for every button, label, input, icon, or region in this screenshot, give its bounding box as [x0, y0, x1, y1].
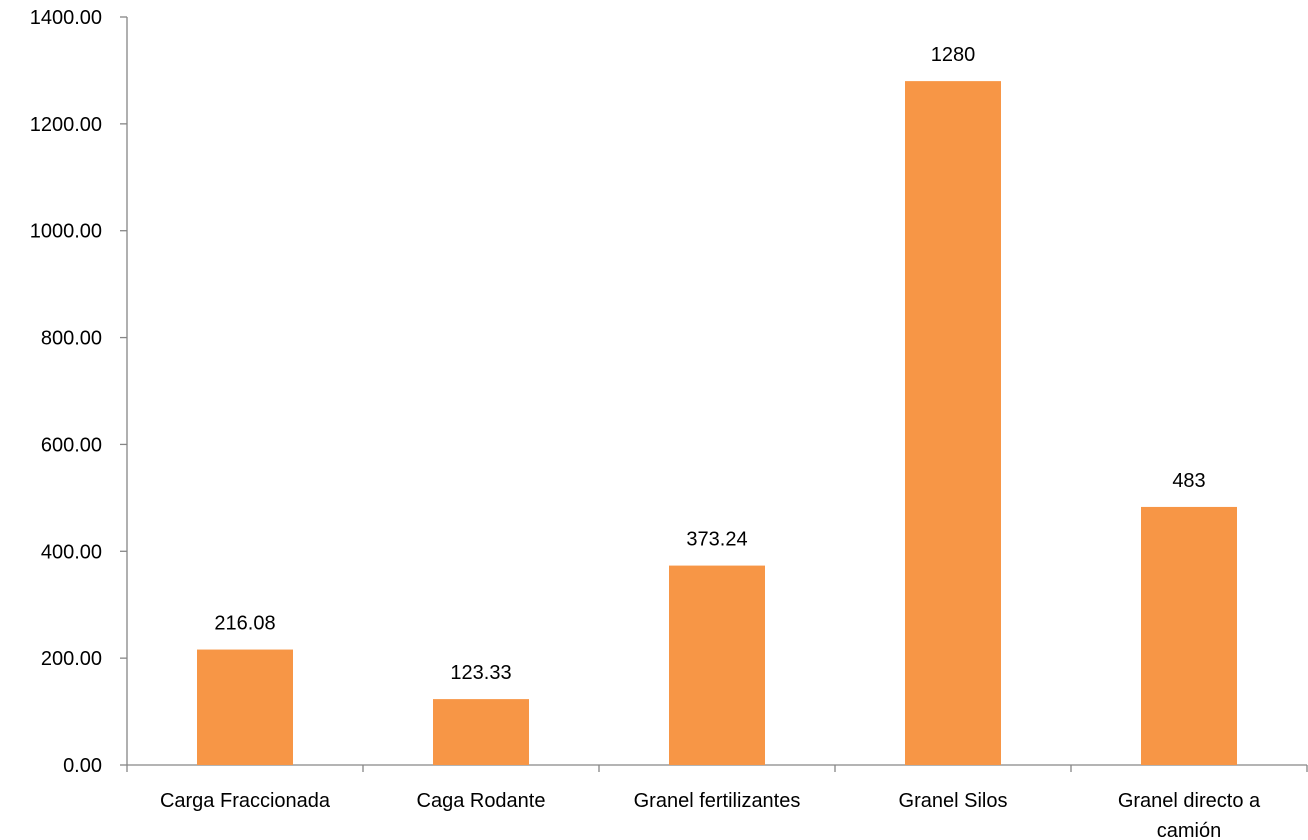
x-category-label: Granel directo a camión	[1118, 790, 1261, 840]
bar	[1141, 506, 1237, 765]
y-tick-label: 0.00	[63, 755, 102, 777]
bars	[197, 81, 1237, 766]
y-axis: 0.00 200.00 400.00 600.00 800.00 1000.00 1200.…	[30, 7, 128, 777]
x-category-label: Caga Rodante	[417, 790, 546, 812]
bar-data-label: 216.08	[214, 613, 275, 635]
bar-data-label: 123.33	[450, 662, 511, 684]
y-tick-label: 800.00	[41, 328, 102, 350]
bar	[905, 81, 1001, 766]
bar	[433, 699, 529, 765]
bar-data-label: 483	[1172, 470, 1205, 492]
bar-data-label: 373.24	[686, 529, 747, 551]
y-tick-label: 400.00	[41, 541, 102, 563]
bar	[669, 565, 765, 765]
x-category-label: Granel fertilizantes	[634, 790, 801, 812]
x-category-label: Granel Silos	[899, 790, 1008, 812]
x-axis: Carga Fraccionada Caga Rodante Granel fert…	[126, 764, 1308, 840]
x-category-label: Carga Fraccionada	[160, 790, 331, 812]
y-tick-label: 1200.00	[30, 114, 102, 136]
bar	[197, 649, 293, 765]
y-tick-label: 1000.00	[30, 221, 102, 243]
y-tick-label: 1400.00	[30, 7, 102, 29]
data-labels: 216.08 123.33 373.24 1280 483	[214, 44, 1205, 684]
y-tick-label: 200.00	[41, 648, 102, 670]
bar-data-label: 1280	[931, 44, 976, 66]
y-tick-label: 600.00	[41, 434, 102, 456]
